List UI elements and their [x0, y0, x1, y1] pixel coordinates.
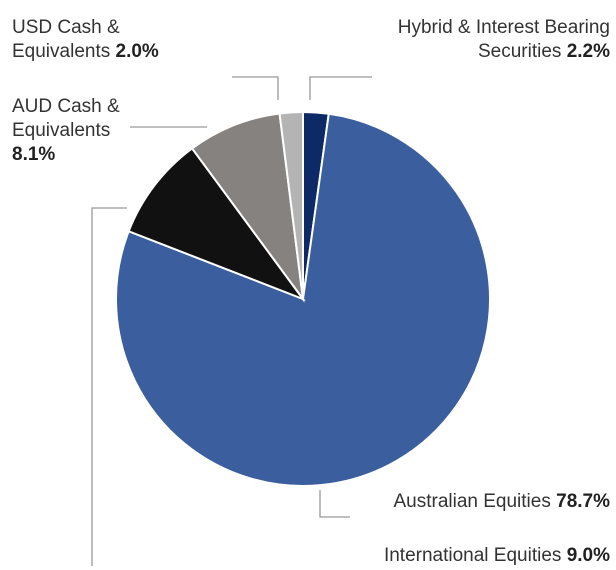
leader-lines [91, 76, 372, 566]
slice-label: AUD Cash & Equivalents 8.1% [12, 96, 120, 165]
leader-line [232, 76, 279, 100]
pie-slice [190, 112, 305, 303]
leader-line [309, 76, 372, 100]
leader-line [91, 207, 127, 566]
slice-label: Australian Equities 78.7% [393, 491, 610, 512]
slice-label: USD Cash & Equivalents 2.0% [12, 17, 159, 62]
pie-slice [127, 147, 306, 302]
leader-line [319, 490, 350, 518]
pie-slice [278, 110, 304, 300]
slice-label: International Equities 9.0% [383, 545, 610, 566]
slice-label: Hybrid & Interest Bearing Securities 2.2… [397, 17, 610, 62]
